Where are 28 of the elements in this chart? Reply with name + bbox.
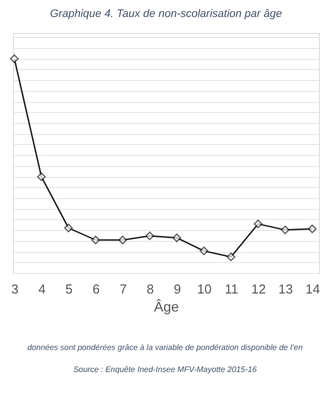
point bbox=[91, 236, 100, 244]
x-tick-label: 12 bbox=[251, 282, 266, 296]
x-tick-label: 4 bbox=[38, 282, 46, 296]
point bbox=[172, 234, 182, 242]
x-tick-label: 9 bbox=[174, 282, 181, 296]
x-axis-title: Âge bbox=[154, 298, 180, 314]
point bbox=[200, 246, 208, 256]
point bbox=[118, 236, 128, 244]
point bbox=[64, 224, 73, 232]
point bbox=[145, 232, 154, 240]
point bbox=[10, 54, 19, 64]
x-tick-label: 6 bbox=[92, 282, 100, 296]
chart-title: Graphique 4. Taux de non-scolarisation par âge bbox=[50, 8, 282, 20]
x-tick-label: 10 bbox=[197, 282, 212, 296]
x-tick-label: 11 bbox=[224, 282, 238, 296]
x-tick-label: 3 bbox=[11, 282, 18, 296]
point bbox=[308, 224, 317, 234]
point bbox=[280, 226, 290, 234]
point bbox=[254, 220, 262, 228]
x-tick-label: 5 bbox=[65, 282, 73, 296]
x-tick-label: 14 bbox=[305, 282, 320, 296]
source-note: Source : Enquête Ined-Insee MFV-Mayotte 2015-16 bbox=[73, 365, 258, 374]
x-tick-label: 7 bbox=[120, 282, 127, 296]
x-tick-label: 13 bbox=[278, 282, 293, 296]
text: données sont pondérées grâce à la variable de pondération disponible de l’en bbox=[27, 343, 304, 352]
point bbox=[226, 252, 236, 262]
point bbox=[37, 172, 46, 182]
x-tick-label: 8 bbox=[146, 282, 154, 296]
